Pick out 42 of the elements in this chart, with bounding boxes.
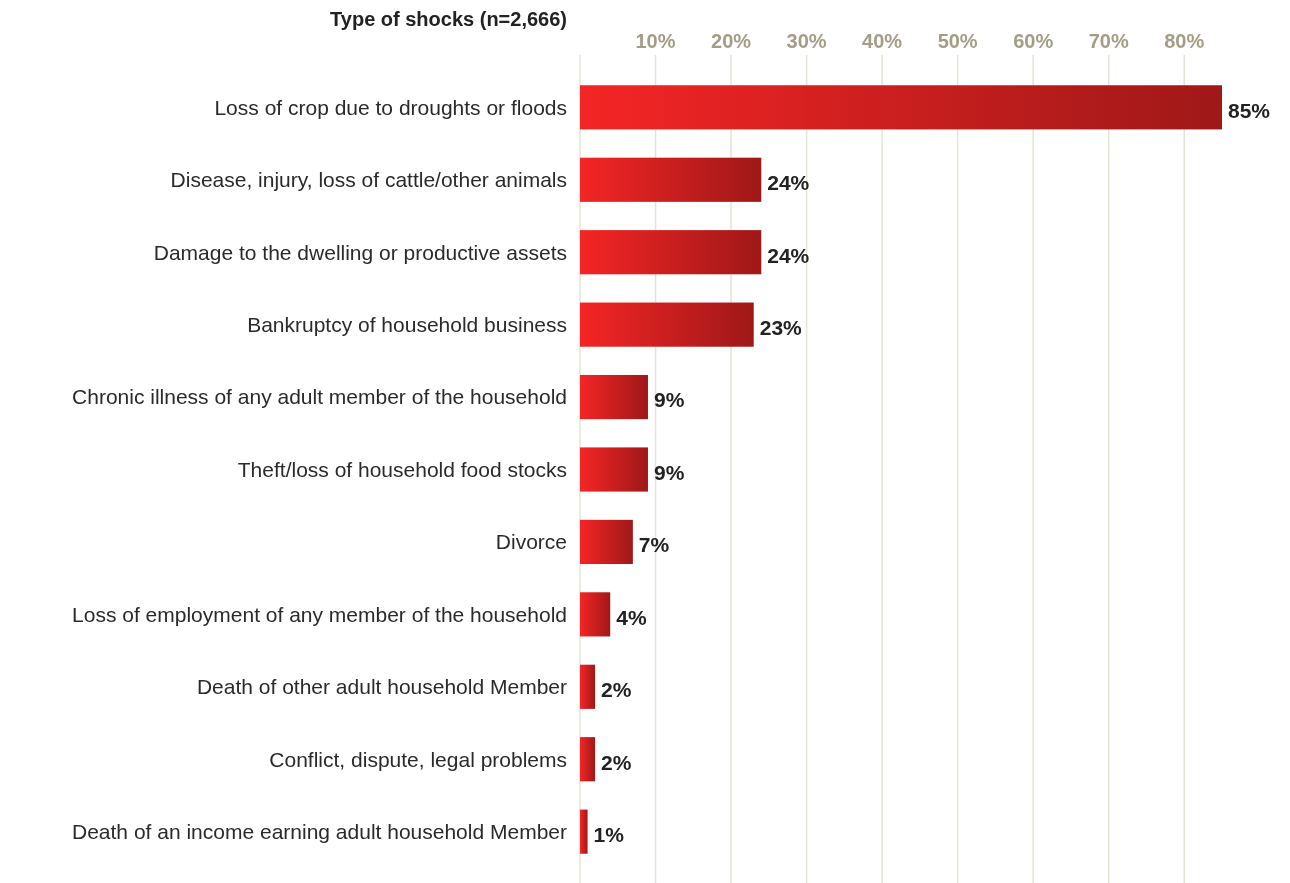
data-label: 2% [601,678,632,702]
bar [580,519,633,565]
data-label: 9% [653,460,685,484]
bar [580,374,648,420]
y-tick-label: Bankruptcy of household business [247,312,567,336]
x-tick-label: 20% [711,30,752,52]
data-label: 7% [638,533,670,557]
x-tick-label: 70% [1088,30,1129,52]
x-tick-label: 30% [786,30,827,52]
bar [580,447,648,492]
y-tick-label: Chronic illness of any adult member of the household [72,385,567,409]
data-label: 85% [1228,98,1271,122]
y-tick-label: Disease, injury, loss of cattle/other animals [170,168,567,192]
x-tick-label: 60% [1013,30,1054,52]
data-label: 24% [767,171,810,195]
y-tick-label: Theft/loss of household food stocks [237,457,567,481]
x-tick-label: 10% [635,30,676,52]
y-tick-label: Divorce [495,530,567,554]
x-tick-label: 80% [1164,30,1205,52]
data-label: 4% [616,605,647,629]
bar [580,737,596,782]
data-label: 2% [601,750,632,774]
data-label: 24% [767,243,810,267]
y-tick-label: Conflict, dispute, legal problems [269,747,567,771]
bar [580,809,588,854]
bar [580,592,611,637]
bar [580,157,762,202]
y-tick-label: Death of an income earning adult household Member [72,820,567,844]
y-tick-label: Death of other adult household Member [196,675,567,699]
bar [580,302,754,347]
bar [580,85,1222,130]
data-label: 23% [759,315,803,339]
x-tick-label: 40% [862,30,903,52]
chart-title: Type of shocks (n=2,666) [330,8,567,30]
bar [580,230,762,275]
y-tick-label: Loss of crop due to droughts or floods [214,95,567,119]
data-label: 9% [653,388,685,412]
data-label: 1% [593,823,625,847]
bar [580,664,596,709]
y-tick-label: Damage to the dwelling or productive assets [153,240,567,264]
x-tick-label: 50% [937,30,978,52]
y-tick-label: Loss of employment of any member of the household [72,602,567,626]
